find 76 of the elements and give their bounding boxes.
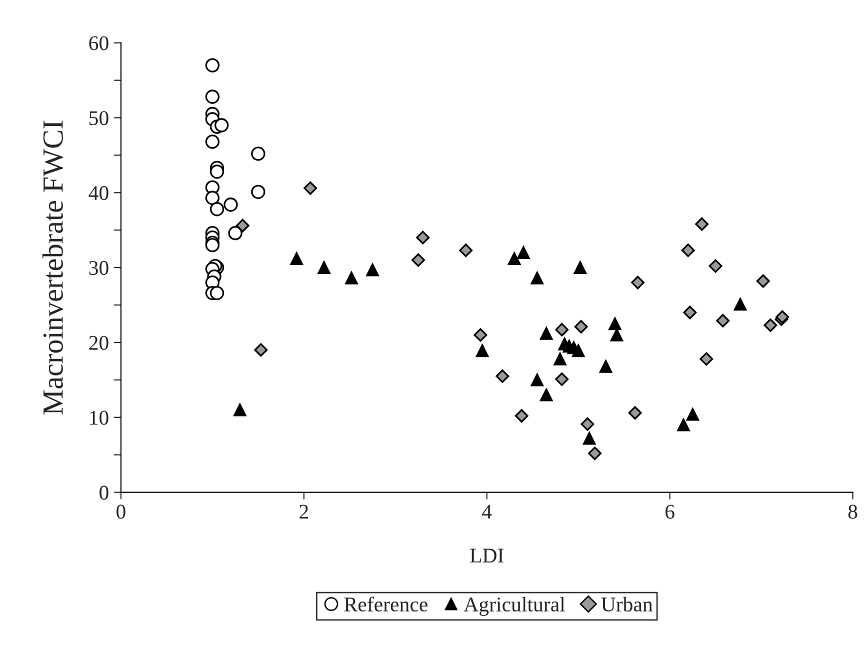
point	[251, 146, 266, 161]
point	[610, 328, 624, 342]
point	[290, 252, 303, 265]
point	[251, 184, 266, 199]
point	[554, 352, 566, 366]
point	[695, 217, 709, 231]
point	[628, 406, 642, 420]
x-tick-label: 8	[848, 504, 858, 519]
point	[496, 369, 510, 383]
point	[459, 244, 473, 258]
point	[412, 253, 425, 267]
point	[555, 323, 569, 336]
y-tick-label: 60	[89, 36, 108, 50]
point	[540, 388, 553, 402]
point	[686, 408, 700, 421]
point	[205, 58, 220, 72]
point	[530, 374, 544, 386]
point	[677, 418, 690, 432]
y-tick-label: 30	[89, 260, 108, 275]
point	[681, 244, 695, 258]
point	[764, 318, 778, 332]
point	[210, 286, 224, 300]
point	[228, 226, 242, 240]
legend-label: Agricultural	[464, 596, 565, 616]
point	[254, 343, 268, 357]
y-tick-label: 40	[88, 186, 108, 200]
x-tick-label: 4	[482, 504, 492, 519]
point	[582, 432, 596, 445]
point	[608, 317, 622, 330]
x-tick-label: 0	[116, 504, 126, 519]
point	[555, 372, 569, 386]
point	[599, 360, 612, 373]
point	[756, 274, 770, 288]
point	[574, 261, 587, 274]
point	[572, 344, 585, 358]
x-tick-label: 6	[666, 504, 674, 519]
point	[580, 417, 594, 431]
y-tick-label: 50	[90, 111, 108, 126]
y-tick-label: 10	[90, 410, 108, 425]
point	[205, 190, 220, 205]
point	[210, 164, 224, 179]
point	[205, 90, 220, 104]
point	[683, 306, 697, 320]
point	[214, 118, 229, 132]
point	[318, 261, 330, 274]
x-axis-title: LDI	[470, 548, 504, 562]
point	[708, 259, 722, 273]
point	[716, 314, 730, 328]
point	[776, 310, 790, 324]
point	[574, 320, 588, 334]
point	[514, 409, 528, 423]
y-tick-label: 0	[100, 486, 108, 500]
point	[508, 252, 521, 265]
point	[304, 181, 318, 195]
point	[474, 328, 488, 342]
point	[416, 230, 430, 244]
legend-label: Urban	[601, 596, 653, 612]
point	[236, 218, 250, 232]
point	[588, 446, 602, 460]
y-tick-label: 20	[89, 336, 108, 350]
point	[224, 198, 238, 212]
y-axis-title: Macroinvertebrate FWCI	[42, 120, 64, 415]
point	[631, 276, 645, 290]
point	[700, 352, 714, 366]
point	[366, 263, 379, 276]
point	[540, 327, 553, 340]
point	[530, 272, 544, 284]
point	[734, 298, 747, 311]
point	[476, 344, 489, 358]
point	[205, 134, 220, 149]
point	[345, 272, 358, 284]
legend-label: Reference	[344, 596, 428, 612]
point	[210, 202, 224, 216]
x-tick-label: 2	[300, 504, 308, 519]
point	[233, 403, 246, 416]
point	[517, 246, 530, 259]
